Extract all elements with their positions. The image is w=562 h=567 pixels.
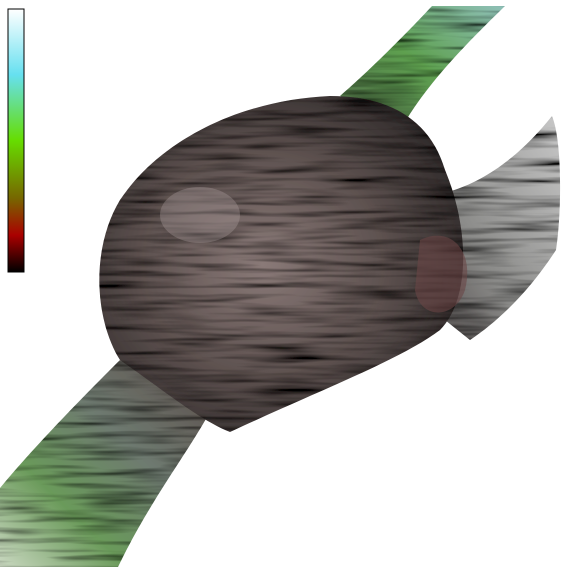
visualization [0,0,562,567]
vortex-core [160,187,240,243]
aneurysm-sac [99,96,463,432]
page-body [0,0,562,567]
colorbar [8,9,24,272]
page: Flow visualization {} html, body { margi… [0,0,562,567]
